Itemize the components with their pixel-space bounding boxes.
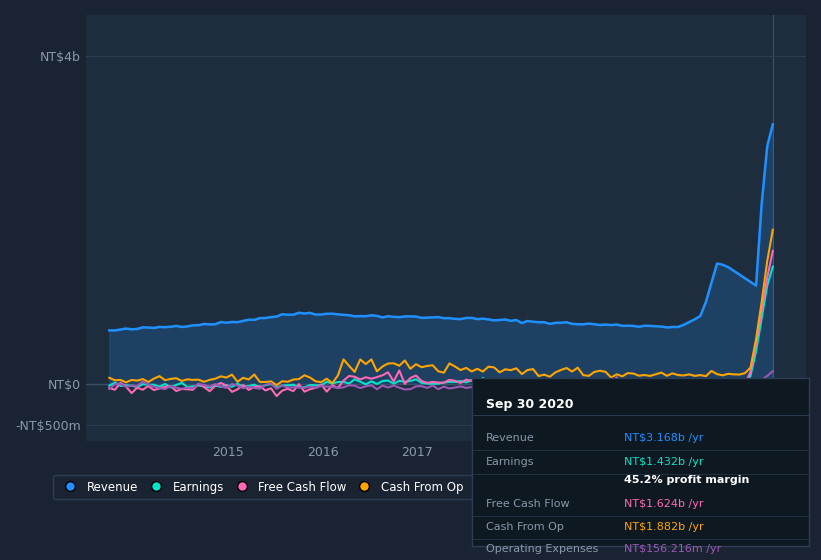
Bar bbox=[702, 15, 806, 441]
Text: Sep 30 2020: Sep 30 2020 bbox=[485, 398, 573, 411]
Text: NT$1.624b /yr: NT$1.624b /yr bbox=[624, 499, 703, 509]
Text: Earnings: Earnings bbox=[485, 457, 534, 467]
Text: Revenue: Revenue bbox=[485, 433, 534, 444]
Text: NT$1.882b /yr: NT$1.882b /yr bbox=[624, 522, 703, 533]
Text: 45.2% profit margin: 45.2% profit margin bbox=[624, 475, 749, 486]
Text: Cash From Op: Cash From Op bbox=[485, 522, 563, 533]
Text: NT$156.216m /yr: NT$156.216m /yr bbox=[624, 544, 721, 554]
Text: NT$1.432b /yr: NT$1.432b /yr bbox=[624, 457, 703, 467]
Text: NT$3.168b /yr: NT$3.168b /yr bbox=[624, 433, 703, 444]
Text: Free Cash Flow: Free Cash Flow bbox=[485, 499, 569, 509]
Text: Operating Expenses: Operating Expenses bbox=[485, 544, 598, 554]
Legend: Revenue, Earnings, Free Cash Flow, Cash From Op, Operating Expenses: Revenue, Earnings, Free Cash Flow, Cash … bbox=[53, 475, 622, 500]
